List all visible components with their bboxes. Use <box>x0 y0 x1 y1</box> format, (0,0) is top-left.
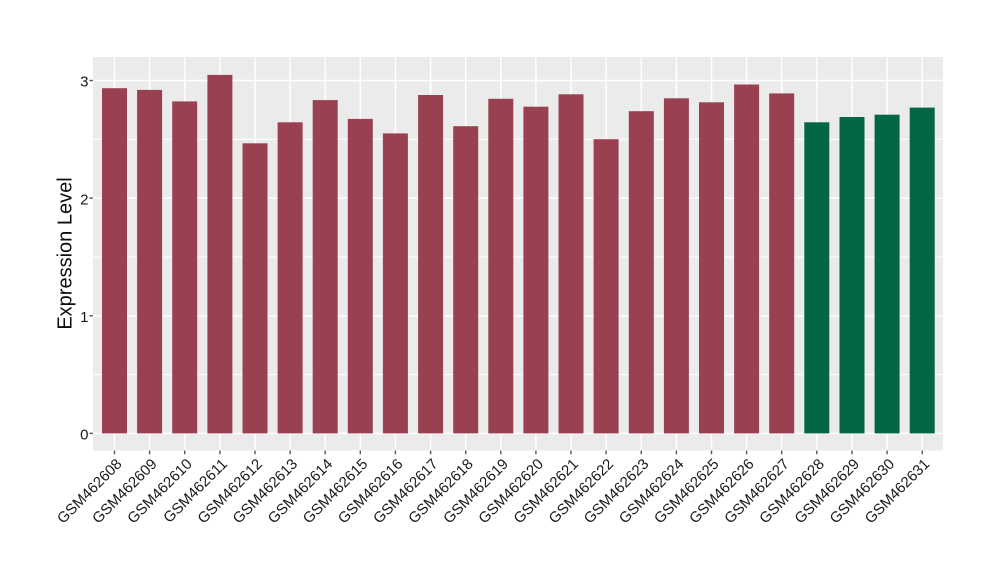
svg-text:3: 3 <box>80 74 88 91</box>
svg-text:1: 1 <box>80 309 88 326</box>
svg-text:Expression Level: Expression Level <box>54 177 76 329</box>
svg-text:2: 2 <box>80 191 88 208</box>
svg-text:0: 0 <box>80 427 88 444</box>
